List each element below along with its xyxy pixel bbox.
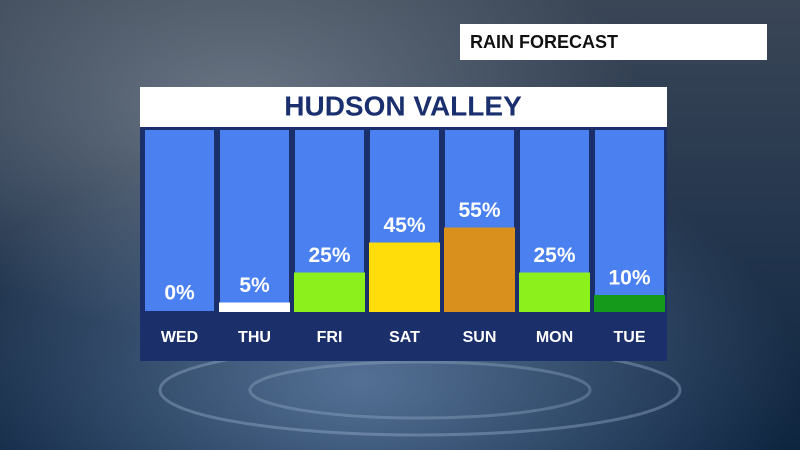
column (145, 130, 214, 311)
bar (294, 272, 365, 312)
x-tick-label: SAT (389, 329, 420, 346)
x-tick-label: FRI (317, 329, 343, 346)
x-tick-label: MON (536, 329, 573, 346)
x-tick-label: WED (161, 329, 198, 346)
chart-title: HUDSON VALLEY (284, 90, 522, 121)
value-label: 45% (383, 214, 425, 237)
value-label: 0% (164, 282, 195, 305)
subtitle: RAIN FORECAST (470, 32, 618, 52)
bar (219, 302, 290, 312)
value-label: 5% (239, 274, 270, 297)
bar (369, 242, 440, 312)
title-box (140, 87, 667, 127)
value-label: 55% (458, 199, 500, 222)
value-label: 25% (308, 244, 350, 267)
bar (519, 272, 590, 312)
bar (594, 295, 665, 312)
bar (444, 227, 515, 312)
value-label: 10% (608, 267, 650, 290)
x-tick-label: TUE (614, 329, 646, 346)
column (595, 130, 664, 311)
x-tick-label: SUN (463, 329, 497, 346)
x-tick-label: THU (238, 329, 271, 346)
subtitle-box (460, 24, 767, 60)
column (220, 130, 289, 311)
radar-ring (248, 360, 592, 420)
value-label: 25% (533, 244, 575, 267)
